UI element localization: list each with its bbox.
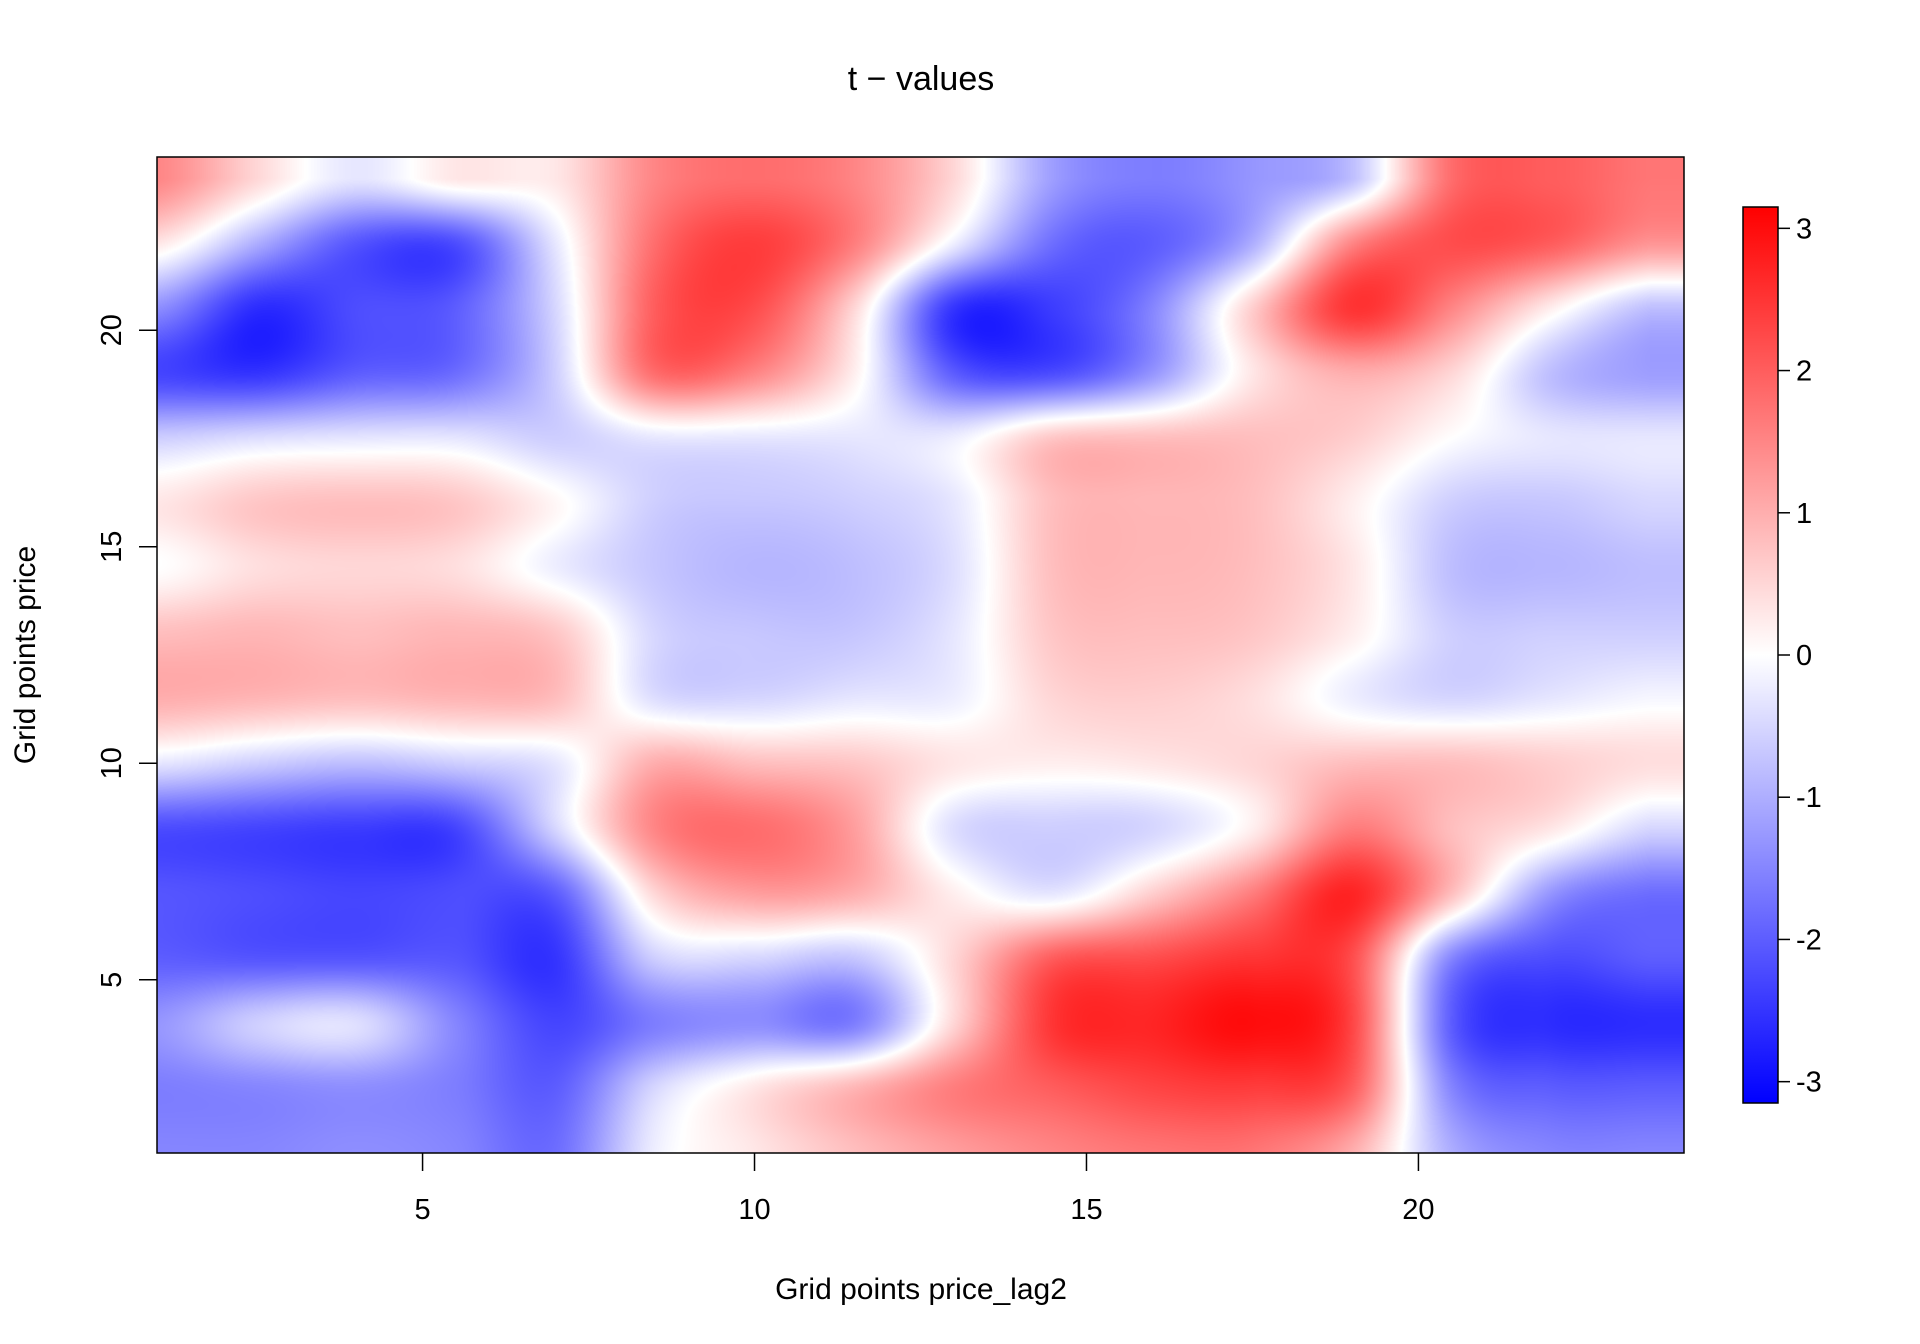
x-tick-label: 20: [1402, 1194, 1434, 1226]
color-legend: 3 2 1 0 -1 -2 -3: [1742, 206, 1822, 1104]
legend-tick-label: 0: [1796, 640, 1812, 672]
x-tick-label: 10: [738, 1194, 770, 1226]
legend-tick-label: -3: [1796, 1067, 1822, 1099]
legend-tick-label: 3: [1796, 213, 1812, 245]
legend-color-bar: [1742, 206, 1779, 1104]
legend-tick-label: 2: [1796, 356, 1812, 388]
legend-ticks: 3 2 1 0 -1 -2 -3: [1778, 213, 1822, 1099]
y-axis-label: Grid points price: [9, 546, 42, 764]
x-tick-label: 5: [414, 1194, 430, 1226]
legend-tick-label: -1: [1796, 782, 1822, 814]
x-tick-label: 15: [1070, 1194, 1102, 1226]
x-axis: 5 10 15 20: [414, 1153, 1435, 1226]
legend-tick-label: -2: [1796, 924, 1822, 956]
heatmap-surface: [157, 157, 1684, 1153]
chart-title: t − values: [848, 60, 994, 98]
y-tick-label: 20: [96, 314, 128, 346]
x-axis-label: Grid points price_lag2: [775, 1273, 1067, 1306]
y-tick-label: 5: [96, 972, 128, 988]
plot-frame: [156, 156, 1685, 1154]
y-axis: 5 10 15 20: [96, 314, 157, 988]
y-tick-label: 15: [96, 531, 128, 563]
y-tick-label: 10: [96, 747, 128, 779]
legend-tick-label: 1: [1796, 498, 1812, 530]
plot-area: [156, 156, 1685, 1154]
